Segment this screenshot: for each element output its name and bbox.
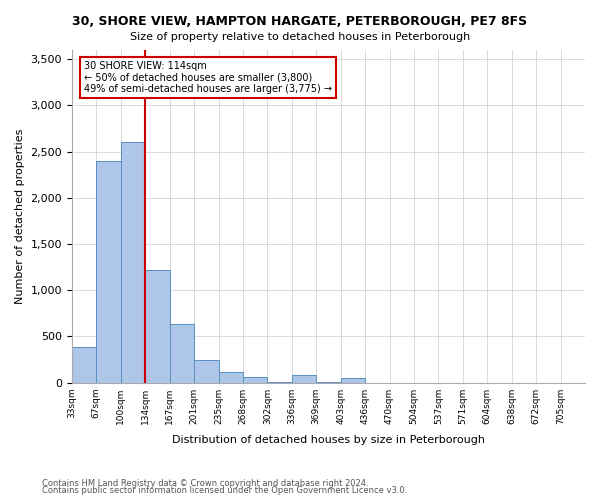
Text: 30, SHORE VIEW, HAMPTON HARGATE, PETERBOROUGH, PE7 8FS: 30, SHORE VIEW, HAMPTON HARGATE, PETERBO… <box>73 15 527 28</box>
Bar <box>218 372 243 382</box>
Bar <box>72 346 97 382</box>
Bar <box>292 376 316 382</box>
Bar <box>145 270 170 382</box>
Bar <box>341 378 365 382</box>
Bar <box>121 142 145 382</box>
Text: Contains public sector information licensed under the Open Government Licence v3: Contains public sector information licen… <box>42 486 407 495</box>
X-axis label: Distribution of detached houses by size in Peterborough: Distribution of detached houses by size … <box>172 435 485 445</box>
Bar <box>194 360 218 382</box>
Text: 30 SHORE VIEW: 114sqm
← 50% of detached houses are smaller (3,800)
49% of semi-d: 30 SHORE VIEW: 114sqm ← 50% of detached … <box>84 61 332 94</box>
Bar <box>243 377 268 382</box>
Y-axis label: Number of detached properties: Number of detached properties <box>15 128 25 304</box>
Bar <box>97 161 121 382</box>
Text: Size of property relative to detached houses in Peterborough: Size of property relative to detached ho… <box>130 32 470 42</box>
Text: Contains HM Land Registry data © Crown copyright and database right 2024.: Contains HM Land Registry data © Crown c… <box>42 478 368 488</box>
Bar <box>170 324 194 382</box>
